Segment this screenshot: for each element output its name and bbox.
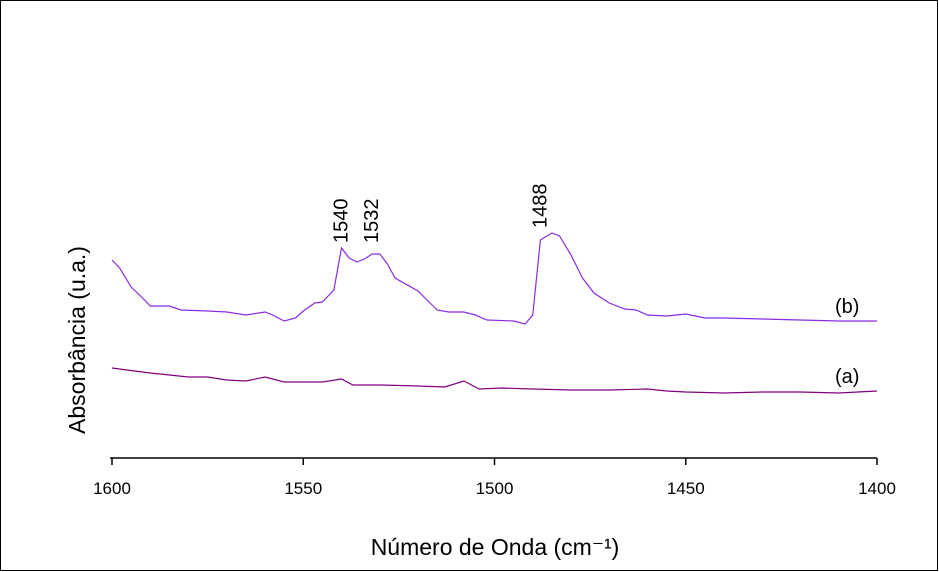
x-tick-label: 1450 <box>667 479 705 498</box>
x-tick-label: 1500 <box>476 479 514 498</box>
x-tick-label: 1550 <box>284 479 322 498</box>
peak-label: 1532 <box>361 199 383 244</box>
y-axis-label: Absorbância (u.a.) <box>64 246 90 434</box>
x-tick-label: 1400 <box>858 479 896 498</box>
peak-label: 1540 <box>331 199 353 244</box>
x-tick-label: 1600 <box>93 479 131 498</box>
peak-label: 1488 <box>529 184 551 229</box>
series-label: (b) <box>835 296 859 318</box>
series-line <box>111 232 877 325</box>
series-line <box>111 367 878 394</box>
x-axis-label: Número de Onda (cm⁻¹) <box>371 534 620 560</box>
series-label: (a) <box>835 366 859 388</box>
